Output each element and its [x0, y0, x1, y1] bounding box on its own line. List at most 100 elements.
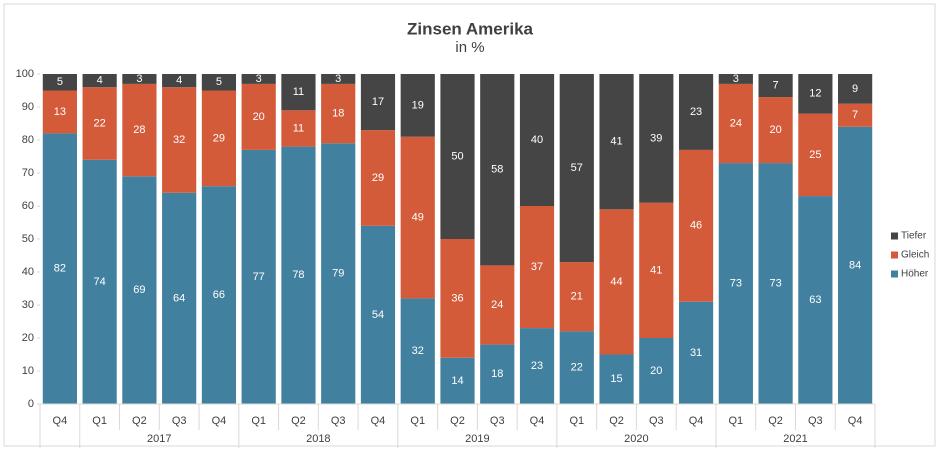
x-tick-label: Q2: [768, 415, 783, 427]
x-tick-label: Q4: [212, 415, 227, 427]
bar-segment: [440, 357, 475, 404]
data-label: 73: [730, 277, 742, 289]
bar-segment: [798, 74, 833, 114]
data-label: 19: [412, 99, 424, 111]
x-tick-label: Q2: [450, 415, 465, 427]
x-tick-label: Q4: [371, 415, 386, 427]
data-label: 40: [531, 134, 543, 146]
bar-segment: [321, 143, 356, 405]
bar-segment: [758, 74, 793, 98]
y-tick-label: 10: [22, 365, 34, 377]
data-label: 4: [97, 75, 103, 87]
x-tick-label: Q1: [92, 415, 107, 427]
bar-segment: [758, 163, 793, 404]
bar-segment: [559, 331, 594, 404]
data-label: 64: [173, 292, 185, 304]
bar-segment: [281, 74, 316, 111]
group-label: 2017: [147, 433, 171, 445]
data-label: 3: [256, 73, 262, 85]
data-label: 7: [852, 109, 858, 121]
data-label: 18: [332, 108, 344, 120]
bar-segment: [838, 74, 873, 104]
bar-segment: [321, 74, 356, 84]
data-label: 49: [412, 211, 424, 223]
bar-segment: [241, 83, 276, 150]
data-label: 9: [852, 83, 858, 95]
data-label: 46: [690, 220, 702, 232]
data-label: 84: [849, 259, 861, 271]
bar-segment: [241, 149, 276, 404]
data-label: 12: [809, 88, 821, 100]
data-label: 24: [491, 299, 503, 311]
bar-segment: [559, 262, 594, 332]
data-label: 20: [253, 111, 265, 123]
chart-title: Zinsen Amerika: [407, 19, 534, 38]
data-label: 23: [531, 360, 543, 372]
bar-segment: [599, 209, 634, 355]
bar-segment: [400, 136, 435, 299]
data-label: 7: [773, 79, 779, 91]
bar-segment: [599, 354, 634, 404]
data-label: 44: [610, 276, 622, 288]
bar-segment: [162, 192, 197, 404]
data-label: 3: [733, 73, 739, 85]
x-tick-label: Q3: [649, 415, 664, 427]
data-label: 17: [372, 96, 384, 108]
chart-subtitle: in %: [455, 39, 484, 56]
legend-label: Tiefer: [901, 231, 927, 242]
x-tick-label: Q4: [53, 415, 68, 427]
bar-segment: [559, 74, 594, 263]
data-label: 36: [451, 292, 463, 304]
bar-segment: [519, 74, 555, 206]
bar-segment: [758, 97, 793, 164]
bar-segment: [122, 74, 157, 84]
x-tick-label: Q1: [728, 415, 743, 427]
bar-segment: [440, 74, 475, 239]
bar-segment: [122, 176, 157, 404]
data-label: 37: [531, 261, 543, 273]
y-tick-label: 90: [22, 101, 34, 113]
data-label: 50: [451, 150, 463, 162]
data-label: 74: [94, 276, 106, 288]
group-label: 2018: [306, 433, 330, 445]
data-label: 21: [571, 291, 583, 303]
bar-segment: [599, 74, 634, 210]
bar-segment: [519, 206, 555, 329]
y-tick-label: 0: [28, 398, 34, 410]
x-tick-label: Q4: [689, 415, 704, 427]
bar-segment: [42, 90, 77, 134]
bar-segment: [321, 83, 356, 144]
x-tick-label: Q3: [172, 415, 187, 427]
data-label: 11: [293, 122, 304, 134]
bar-segment: [718, 74, 753, 84]
legend-swatch: [891, 251, 898, 259]
data-label: 41: [610, 136, 622, 148]
y-tick-label: 30: [22, 299, 34, 311]
bar-segment: [201, 90, 237, 187]
x-tick-label: Q3: [808, 415, 823, 427]
bar-segment: [639, 202, 674, 338]
data-label: 14: [451, 375, 463, 387]
bar-segment: [798, 196, 833, 404]
bar-segment: [718, 83, 753, 164]
bar-segment: [678, 301, 714, 404]
data-label: 32: [173, 134, 185, 146]
bar-segment: [122, 83, 157, 177]
bar-segment: [718, 163, 753, 404]
y-tick-label: 40: [22, 266, 34, 278]
data-label: 31: [690, 347, 702, 359]
bar-segment: [838, 103, 873, 127]
legend-label: Gleich: [901, 250, 929, 261]
x-tick-label: Q1: [569, 415, 584, 427]
x-tick-label: Q4: [848, 415, 863, 427]
data-label: 78: [292, 269, 304, 281]
bar-segment: [360, 130, 396, 226]
data-label: 69: [133, 284, 145, 296]
data-label: 20: [650, 365, 662, 377]
bar-segment: [639, 338, 674, 404]
x-tick-label: Q2: [132, 415, 147, 427]
x-tick-label: Q1: [251, 415, 266, 427]
group-label: 2019: [465, 433, 489, 445]
data-label: 29: [372, 172, 384, 184]
